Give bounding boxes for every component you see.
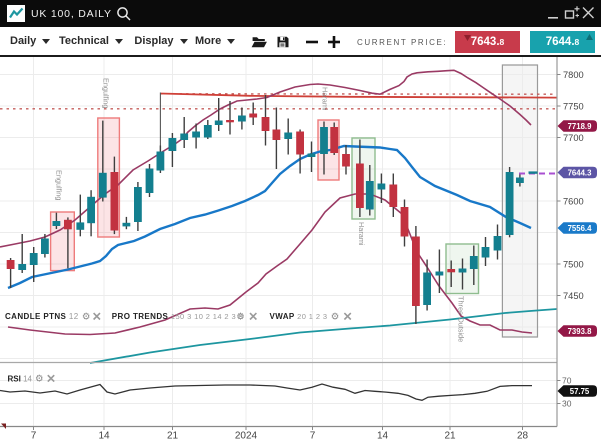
- svg-text:7450: 7450: [563, 291, 584, 301]
- svg-text:Harami: Harami: [357, 222, 366, 246]
- svg-text:7800: 7800: [563, 70, 584, 80]
- svg-text:Three Outside: Three Outside: [457, 296, 466, 342]
- svg-text:7556.4: 7556.4: [568, 224, 593, 233]
- svg-text:28: 28: [517, 431, 529, 442]
- svg-text:Engulfing: Engulfing: [102, 78, 111, 108]
- svg-text:70: 70: [562, 376, 572, 386]
- svg-text:Engulfing: Engulfing: [55, 170, 64, 200]
- svg-text:30: 30: [562, 399, 572, 409]
- svg-text:2024: 2024: [235, 431, 258, 442]
- svg-text:7393.8: 7393.8: [568, 327, 593, 336]
- svg-text:21: 21: [167, 431, 179, 442]
- svg-text:7700: 7700: [563, 133, 584, 143]
- svg-text:21: 21: [444, 431, 456, 442]
- svg-text:RSI 14: RSI 14: [8, 375, 33, 384]
- svg-text:57.75: 57.75: [570, 387, 590, 396]
- svg-text:⚙: ⚙: [82, 312, 91, 323]
- svg-text:14: 14: [377, 431, 389, 442]
- svg-text:PRO TRENDS 150 3 10 2 14 2 3 8: PRO TRENDS 150 3 10 2 14 2 3 8: [112, 312, 243, 321]
- svg-text:7644.3: 7644.3: [568, 169, 593, 178]
- svg-text:⚙: ⚙: [236, 312, 245, 323]
- svg-text:7750: 7750: [563, 102, 584, 112]
- svg-text:7600: 7600: [563, 197, 584, 207]
- svg-text:⚙: ⚙: [331, 312, 340, 323]
- svg-text:14: 14: [98, 431, 110, 442]
- svg-text:7: 7: [310, 431, 316, 442]
- svg-text:CANDLE PTNS 12: CANDLE PTNS 12: [5, 312, 79, 321]
- svg-text:⚙: ⚙: [35, 374, 44, 385]
- svg-text:7718.9: 7718.9: [568, 122, 593, 131]
- svg-text:7: 7: [31, 431, 37, 442]
- svg-text:VWAP 20 1 2 3: VWAP 20 1 2 3: [270, 312, 328, 321]
- svg-text:7500: 7500: [563, 260, 584, 270]
- svg-text:Harami: Harami: [321, 87, 330, 111]
